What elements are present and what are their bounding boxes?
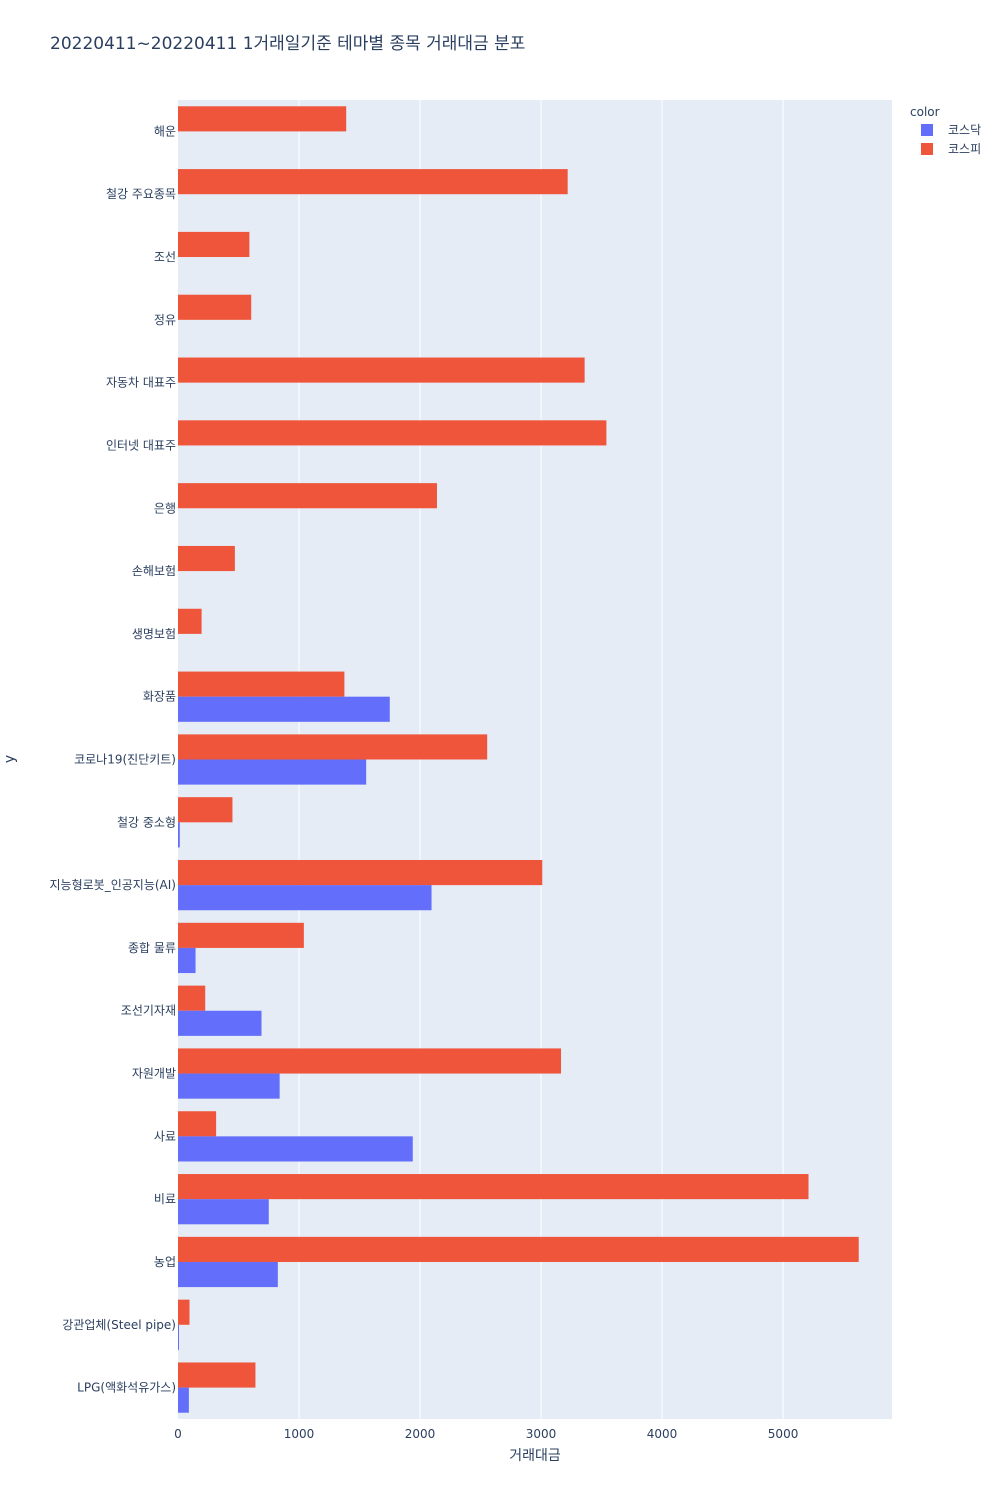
- y-tick-label: 은행: [154, 500, 176, 515]
- bar-kospi[interactable]: [178, 106, 347, 132]
- x-tick-label: 2000: [405, 1427, 436, 1441]
- y-tick-label: 정유: [154, 313, 176, 327]
- bar-kospi[interactable]: [178, 1174, 809, 1200]
- legend-item-label[interactable]: 코스닥: [948, 123, 981, 137]
- y-tick-label: 사료: [154, 1129, 176, 1143]
- bar-kosdaq[interactable]: [178, 1261, 278, 1288]
- y-tick-label: 농업: [154, 1255, 176, 1269]
- x-axis-label: 거래대금: [509, 1448, 561, 1464]
- bar-kospi[interactable]: [178, 1236, 859, 1262]
- y-tick-label: 철강 중소형: [117, 815, 176, 829]
- y-tick-label: 비료: [154, 1192, 176, 1206]
- y-tick-label: 코로나19(진단키트): [74, 753, 176, 767]
- bar-kospi[interactable]: [178, 420, 607, 446]
- x-tick-label: 3000: [526, 1427, 557, 1441]
- y-axis-label: y: [2, 755, 18, 763]
- y-tick-label: 해운: [154, 124, 176, 138]
- bar-kospi[interactable]: [178, 545, 235, 572]
- legend-item-label[interactable]: 코스피: [948, 142, 981, 156]
- legend-swatch[interactable]: [921, 143, 933, 155]
- bar-kosdaq[interactable]: [178, 947, 196, 974]
- bar-kosdaq[interactable]: [178, 759, 367, 785]
- bar-kosdaq[interactable]: [178, 885, 432, 911]
- bar-kospi[interactable]: [178, 608, 202, 634]
- bar-kosdaq[interactable]: [178, 1010, 262, 1036]
- bar-kospi[interactable]: [178, 483, 437, 509]
- bar-kospi[interactable]: [178, 1362, 256, 1388]
- y-tick-label: 강관업체(Steel pipe): [62, 1318, 176, 1332]
- y-tick-label: 조선: [154, 250, 176, 264]
- bar-kosdaq[interactable]: [178, 1324, 179, 1350]
- x-tick-label: 4000: [647, 1427, 678, 1441]
- bar-kospi[interactable]: [178, 294, 252, 320]
- bar-kospi[interactable]: [178, 1111, 217, 1137]
- bar-kospi[interactable]: [178, 671, 345, 697]
- bar-kospi[interactable]: [178, 922, 304, 948]
- bar-kospi[interactable]: [178, 357, 585, 383]
- y-tick-label: 생명보험: [132, 627, 176, 641]
- bars: [178, 106, 859, 1413]
- bar-kospi[interactable]: [178, 797, 233, 823]
- bar-kospi[interactable]: [178, 859, 543, 886]
- y-tick-label: 인터넷 대표주: [106, 438, 176, 452]
- legend-title: color: [910, 105, 940, 119]
- y-tick-label: 자원개발: [132, 1067, 176, 1081]
- legend-swatch[interactable]: [921, 124, 933, 136]
- bar-kospi[interactable]: [178, 231, 250, 258]
- bar-kosdaq[interactable]: [178, 696, 390, 722]
- bar-kospi[interactable]: [178, 1299, 190, 1325]
- y-tick-label: 철강 주요종목: [106, 187, 176, 201]
- bar-kosdaq[interactable]: [178, 1387, 189, 1413]
- x-tick-label: 5000: [768, 1427, 799, 1441]
- chart-title: 20220411~20220411 1거래일기준 테마별 종목 거래대금 분포: [50, 34, 525, 54]
- bar-kosdaq[interactable]: [178, 1199, 269, 1225]
- y-tick-label: LPG(액화석유가스): [77, 1381, 176, 1395]
- y-tick-label: 손해보험: [132, 564, 176, 578]
- bar-kosdaq[interactable]: [178, 1136, 413, 1162]
- bar-kosdaq[interactable]: [178, 1073, 280, 1099]
- y-tick-label: 자동차 대표주: [106, 376, 176, 390]
- bar-kospi[interactable]: [178, 1048, 562, 1074]
- bar-kospi[interactable]: [178, 985, 206, 1011]
- x-tick-label: 1000: [284, 1427, 315, 1441]
- bar-kospi[interactable]: [178, 734, 488, 760]
- bar-kospi[interactable]: [178, 169, 568, 195]
- y-tick-label: 지능형로봇_인공지능(AI): [50, 878, 176, 892]
- x-tick-labels: 0 1000 2000 3000 4000 5000: [174, 1427, 798, 1441]
- bar-kosdaq[interactable]: [178, 822, 180, 848]
- y-tick-label: 화장품: [143, 690, 176, 704]
- y-tick-label: 조선기자재: [121, 1004, 176, 1018]
- x-tick-label: 0: [174, 1427, 182, 1441]
- y-tick-label: 종합 물류: [128, 941, 176, 955]
